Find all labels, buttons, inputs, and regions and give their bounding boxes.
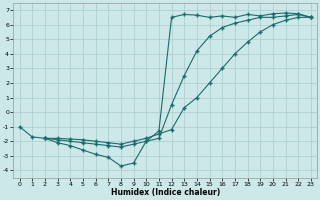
X-axis label: Humidex (Indice chaleur): Humidex (Indice chaleur) xyxy=(111,188,220,197)
